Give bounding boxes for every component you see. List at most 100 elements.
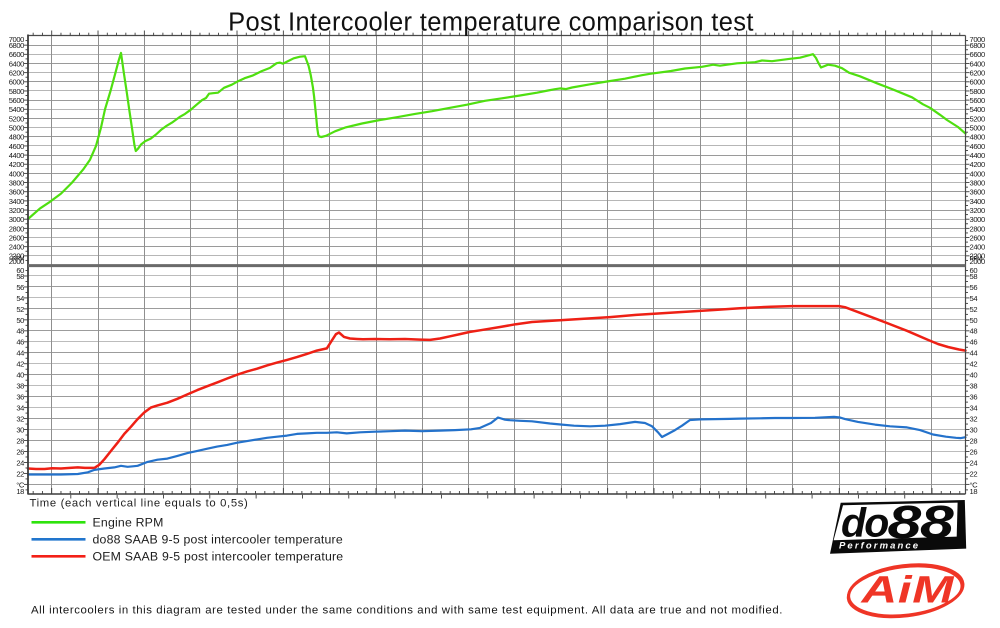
svg-text:do: do: [841, 500, 888, 546]
svg-text:3000: 3000: [970, 215, 985, 224]
svg-text:4200: 4200: [970, 160, 985, 169]
svg-text:2600: 2600: [9, 233, 24, 242]
svg-text:2400: 2400: [9, 243, 24, 252]
svg-text:60: 60: [16, 266, 24, 275]
svg-text:26: 26: [970, 447, 978, 456]
svg-text:6200: 6200: [970, 69, 985, 78]
svg-text:40: 40: [970, 371, 978, 380]
svg-text:46: 46: [16, 338, 24, 347]
svg-text:5000: 5000: [970, 124, 985, 133]
svg-text:4000: 4000: [9, 169, 24, 178]
svg-text:2200: 2200: [9, 252, 24, 261]
svg-text:50: 50: [16, 316, 24, 325]
svg-text:2000: 2000: [9, 257, 24, 266]
svg-text:6800: 6800: [9, 41, 24, 50]
svg-text:3400: 3400: [9, 197, 24, 206]
svg-text:6200: 6200: [9, 69, 24, 78]
svg-text:3800: 3800: [9, 179, 24, 188]
svg-text:6600: 6600: [9, 50, 24, 59]
svg-text:3400: 3400: [970, 197, 985, 206]
svg-text:OEM SAAB 9-5 post intercooler: OEM SAAB 9-5 post intercooler temperatur…: [93, 550, 344, 564]
svg-text:2600: 2600: [970, 233, 985, 242]
svg-text:18: 18: [970, 487, 978, 496]
svg-text:36: 36: [970, 393, 978, 402]
svg-text:4600: 4600: [970, 142, 985, 151]
svg-text:24: 24: [970, 458, 978, 467]
svg-text:5600: 5600: [9, 96, 24, 105]
svg-text:56: 56: [16, 283, 24, 292]
svg-text:RPM: RPM: [970, 256, 983, 262]
svg-text:36: 36: [16, 393, 24, 402]
svg-text:48: 48: [16, 327, 24, 336]
svg-text:Time (each vertical line equal: Time (each vertical line equals to 0,5s): [30, 498, 249, 510]
svg-text:4400: 4400: [970, 151, 985, 160]
svg-text:42: 42: [970, 360, 978, 369]
svg-text:54: 54: [16, 294, 24, 303]
svg-text:5600: 5600: [970, 96, 985, 105]
svg-text:5200: 5200: [9, 114, 24, 123]
svg-text:42: 42: [16, 360, 24, 369]
svg-text:48: 48: [970, 327, 978, 336]
svg-text:30: 30: [16, 425, 24, 434]
svg-text:50: 50: [970, 316, 978, 325]
svg-text:3200: 3200: [9, 206, 24, 215]
svg-text:5400: 5400: [970, 105, 985, 114]
svg-text:2000: 2000: [970, 257, 985, 266]
svg-text:44: 44: [970, 349, 978, 358]
svg-text:38: 38: [970, 382, 978, 391]
svg-text:2400: 2400: [970, 243, 985, 252]
svg-text:58: 58: [970, 272, 978, 281]
svg-text:88: 88: [888, 497, 954, 548]
svg-text:2800: 2800: [9, 224, 24, 233]
svg-text:24: 24: [16, 458, 24, 467]
svg-text:4400: 4400: [9, 151, 24, 160]
svg-text:RPM: RPM: [12, 256, 25, 262]
svg-text:All intercoolers in this diagr: All intercoolers in this diagram are tes…: [31, 605, 783, 617]
svg-text:3200: 3200: [970, 206, 985, 215]
svg-text:28: 28: [16, 436, 24, 445]
svg-text:58: 58: [16, 272, 24, 281]
svg-text:AiM: AiM: [860, 569, 954, 611]
svg-text:7000: 7000: [970, 35, 985, 44]
svg-text:22: 22: [16, 469, 24, 478]
svg-text:6400: 6400: [9, 59, 24, 68]
svg-text:52: 52: [16, 305, 24, 314]
svg-text:3600: 3600: [970, 188, 985, 197]
svg-text:30: 30: [970, 425, 978, 434]
svg-text:7000: 7000: [9, 35, 24, 44]
svg-text:4000: 4000: [970, 169, 985, 178]
svg-text:56: 56: [970, 283, 978, 292]
svg-text:5400: 5400: [9, 105, 24, 114]
svg-text:18: 18: [16, 487, 24, 496]
svg-text:28: 28: [970, 436, 978, 445]
svg-text:34: 34: [970, 404, 978, 413]
svg-text:°C: °C: [16, 480, 25, 489]
svg-text:3000: 3000: [9, 215, 24, 224]
svg-text:44: 44: [16, 349, 24, 358]
svg-text:32: 32: [970, 415, 978, 424]
svg-text:2200: 2200: [970, 252, 985, 261]
svg-text:4800: 4800: [970, 133, 985, 142]
svg-text:6600: 6600: [970, 50, 985, 59]
svg-text:40: 40: [16, 371, 24, 380]
svg-text:22: 22: [970, 469, 978, 478]
svg-text:5800: 5800: [9, 87, 24, 96]
svg-text:Post Intercooler temperature c: Post Intercooler temperature comparison …: [228, 9, 754, 37]
svg-text:5000: 5000: [9, 124, 24, 133]
svg-text:4600: 4600: [9, 142, 24, 151]
svg-text:°C: °C: [970, 480, 979, 489]
svg-text:6400: 6400: [970, 59, 985, 68]
svg-text:4200: 4200: [9, 160, 24, 169]
svg-text:34: 34: [16, 404, 24, 413]
svg-text:Engine RPM: Engine RPM: [93, 516, 164, 530]
svg-text:52: 52: [970, 305, 978, 314]
svg-text:3600: 3600: [9, 188, 24, 197]
svg-text:46: 46: [970, 338, 978, 347]
svg-text:Performance: Performance: [839, 540, 920, 551]
svg-text:2800: 2800: [970, 224, 985, 233]
svg-text:3800: 3800: [970, 179, 985, 188]
svg-text:38: 38: [16, 382, 24, 391]
svg-text:6000: 6000: [9, 78, 24, 87]
svg-text:5800: 5800: [970, 87, 985, 96]
svg-text:6800: 6800: [970, 41, 985, 50]
